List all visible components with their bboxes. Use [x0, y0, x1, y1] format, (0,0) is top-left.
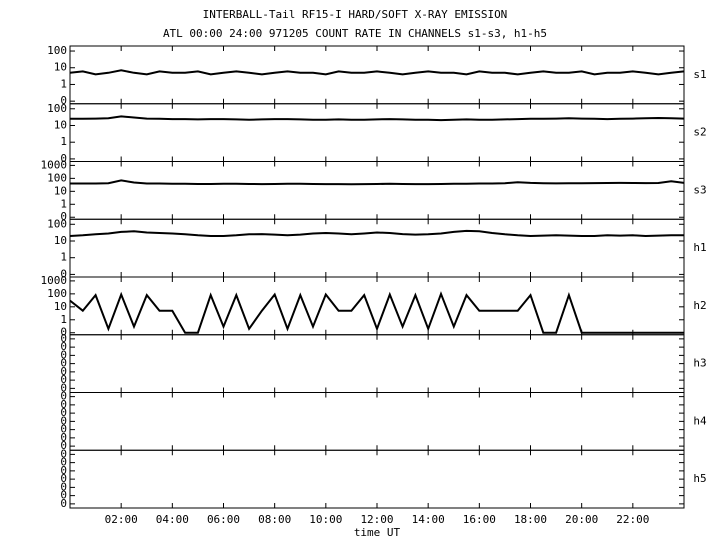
y-tick-label: 0	[60, 390, 67, 403]
y-tick-label: 10	[54, 61, 67, 74]
x-tick-label: 16:00	[463, 513, 496, 526]
y-tick-label: 100	[47, 102, 67, 115]
x-tick-label: 14:00	[412, 513, 445, 526]
panel-name: s2	[693, 126, 706, 139]
y-tick-label: 1000	[41, 158, 68, 171]
y-tick-label: 0	[60, 472, 67, 485]
x-tick-label: 20:00	[565, 513, 598, 526]
series-line	[69, 229, 684, 238]
y-tick-label: 10	[54, 234, 67, 247]
y-tick-label: 0	[60, 447, 67, 460]
y-tick-label: 0	[60, 332, 67, 345]
x-tick-label: 12:00	[360, 513, 393, 526]
y-tick-label: 0	[60, 431, 67, 444]
x-axis-label: time UT	[354, 526, 401, 539]
y-tick-label: 0	[60, 406, 67, 419]
y-tick-label: 1	[60, 135, 67, 148]
y-tick-label: 0	[60, 210, 67, 223]
y-tick-label: 0	[60, 439, 67, 452]
x-tick-label: 02:00	[105, 513, 138, 526]
y-tick-label: 0	[60, 480, 67, 493]
y-tick-label: 1	[60, 313, 67, 326]
y-tick-label: 0	[60, 348, 67, 361]
y-tick-label: 0	[60, 152, 67, 165]
panel-name: s3	[693, 183, 706, 196]
y-tick-label: 100	[47, 217, 67, 230]
y-tick-label: 1	[60, 251, 67, 264]
panel-name: h3	[693, 357, 706, 370]
chart-subtitle: ATL 00:00 24:00 971205 COUNT RATE IN CHA…	[163, 27, 547, 40]
y-tick-label: 0	[60, 94, 67, 107]
x-tick-label: 08:00	[258, 513, 291, 526]
x-tick-label: 04:00	[156, 513, 189, 526]
y-tick-label: 0	[60, 398, 67, 411]
chart-title: INTERBALL-Tail RF15-I HARD/SOFT X-RAY EM…	[203, 8, 508, 21]
panel-name: h5	[693, 472, 706, 485]
series-line	[70, 179, 685, 186]
panel-name: s1	[693, 68, 706, 81]
y-tick-label: 0	[60, 497, 67, 510]
y-tick-label: 1000	[41, 274, 68, 287]
y-tick-label: 100	[47, 287, 67, 300]
y-tick-label: 0	[60, 340, 67, 353]
x-tick-label: 22:00	[616, 513, 649, 526]
y-tick-label: 10	[54, 118, 67, 131]
y-tick-label: 0	[60, 365, 67, 378]
series-line	[69, 291, 684, 334]
y-tick-label: 0	[60, 326, 67, 339]
y-tick-label: 100	[47, 44, 67, 57]
y-tick-label: 0	[60, 464, 67, 477]
y-tick-label: 10	[54, 184, 67, 197]
series-line	[70, 115, 685, 122]
y-tick-label: 0	[60, 456, 67, 469]
x-tick-label: 18:00	[514, 513, 547, 526]
x-tick-label: 06:00	[207, 513, 240, 526]
panel-name: h4	[693, 414, 707, 427]
y-tick-label: 0	[60, 357, 67, 370]
y-tick-label: 100	[47, 171, 67, 184]
y-tick-label: 1	[60, 197, 67, 210]
x-tick-label: 10:00	[309, 513, 342, 526]
y-tick-label: 10	[54, 300, 67, 313]
y-tick-label: 0	[60, 267, 67, 280]
y-tick-label: 1	[60, 77, 67, 90]
panel-name: h2	[693, 299, 706, 312]
y-tick-label: 0	[60, 414, 67, 427]
y-tick-label: 0	[60, 381, 67, 394]
series-line	[69, 69, 685, 76]
y-tick-label: 0	[60, 489, 67, 502]
y-tick-label: 0	[60, 373, 67, 386]
y-tick-label: 0	[60, 423, 67, 436]
panel-name: h1	[693, 241, 706, 254]
